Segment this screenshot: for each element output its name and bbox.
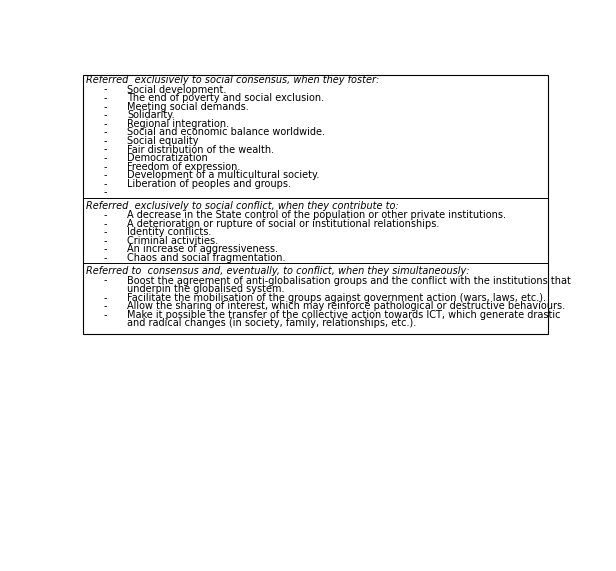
Text: -: -: [103, 110, 107, 120]
Text: Identity conflicts.: Identity conflicts.: [127, 227, 211, 237]
Text: -: -: [103, 136, 107, 146]
Text: Democratization: Democratization: [127, 153, 208, 163]
Text: Regional integration.: Regional integration.: [127, 119, 229, 129]
Text: Allow the sharing of interest, which may reinforce pathological or destructive b: Allow the sharing of interest, which may…: [127, 301, 565, 311]
Text: A deterioration or rupture of social or institutional relationships.: A deterioration or rupture of social or …: [127, 219, 439, 228]
Text: -: -: [103, 236, 107, 246]
Text: Social development.: Social development.: [127, 85, 227, 95]
Text: Liberation of peoples and groups.: Liberation of peoples and groups.: [127, 179, 291, 189]
Text: Fair distribution of the wealth.: Fair distribution of the wealth.: [127, 144, 274, 155]
Text: Referred to  consensus and, eventually, to conflict, when they simultaneously:: Referred to consensus and, eventually, t…: [86, 266, 469, 276]
Text: -: -: [103, 276, 107, 286]
Text: -: -: [103, 244, 107, 254]
Text: -: -: [103, 179, 107, 189]
Text: -: -: [103, 119, 107, 129]
Text: Chaos and social fragmentation.: Chaos and social fragmentation.: [127, 253, 286, 263]
Text: -: -: [103, 153, 107, 163]
Text: -: -: [103, 187, 107, 198]
Text: -: -: [103, 227, 107, 237]
Text: -: -: [103, 293, 107, 303]
Text: -: -: [103, 85, 107, 95]
Text: Social equality: Social equality: [127, 136, 198, 146]
Text: underpin the globalised system.: underpin the globalised system.: [127, 284, 285, 294]
Text: -: -: [103, 144, 107, 155]
Text: -: -: [103, 162, 107, 172]
Text: Freedom of expression.: Freedom of expression.: [127, 162, 240, 172]
Text: -: -: [103, 253, 107, 263]
Text: Criminal activities.: Criminal activities.: [127, 236, 218, 246]
Text: Boost the agreement of anti-globalisation groups and the conflict with the insti: Boost the agreement of anti-globalisatio…: [127, 276, 571, 286]
Text: and radical changes (in society, family, relationships, etc.).: and radical changes (in society, family,…: [127, 319, 416, 328]
Text: -: -: [103, 310, 107, 320]
Text: -: -: [103, 301, 107, 311]
Text: Solidarity.: Solidarity.: [127, 110, 175, 120]
Text: Facilitate the mobilisation of the groups against government action (wars, laws,: Facilitate the mobilisation of the group…: [127, 293, 546, 303]
Text: -: -: [103, 127, 107, 138]
Bar: [83, 75, 548, 333]
Text: -: -: [103, 219, 107, 228]
Text: The end of poverty and social exclusion.: The end of poverty and social exclusion.: [127, 93, 324, 103]
Text: -: -: [103, 210, 107, 220]
Text: An increase of aggressiveness.: An increase of aggressiveness.: [127, 244, 278, 254]
Text: A decrease in the State control of the population or other private institutions.: A decrease in the State control of the p…: [127, 210, 506, 220]
Text: Make it possible the transfer of the collective action towards ICT, which genera: Make it possible the transfer of the col…: [127, 310, 561, 320]
Text: Meeting social demands.: Meeting social demands.: [127, 102, 249, 112]
Text: -: -: [103, 102, 107, 112]
Text: Social and economic balance worldwide.: Social and economic balance worldwide.: [127, 127, 325, 138]
Text: -: -: [103, 170, 107, 180]
Text: Referred  exclusively to social conflict, when they contribute to:: Referred exclusively to social conflict,…: [86, 200, 399, 211]
Text: Development of a multicultural society.: Development of a multicultural society.: [127, 170, 320, 180]
Text: Referred  exclusively to social consensus, when they foster:: Referred exclusively to social consensus…: [86, 75, 379, 85]
Text: -: -: [103, 93, 107, 103]
